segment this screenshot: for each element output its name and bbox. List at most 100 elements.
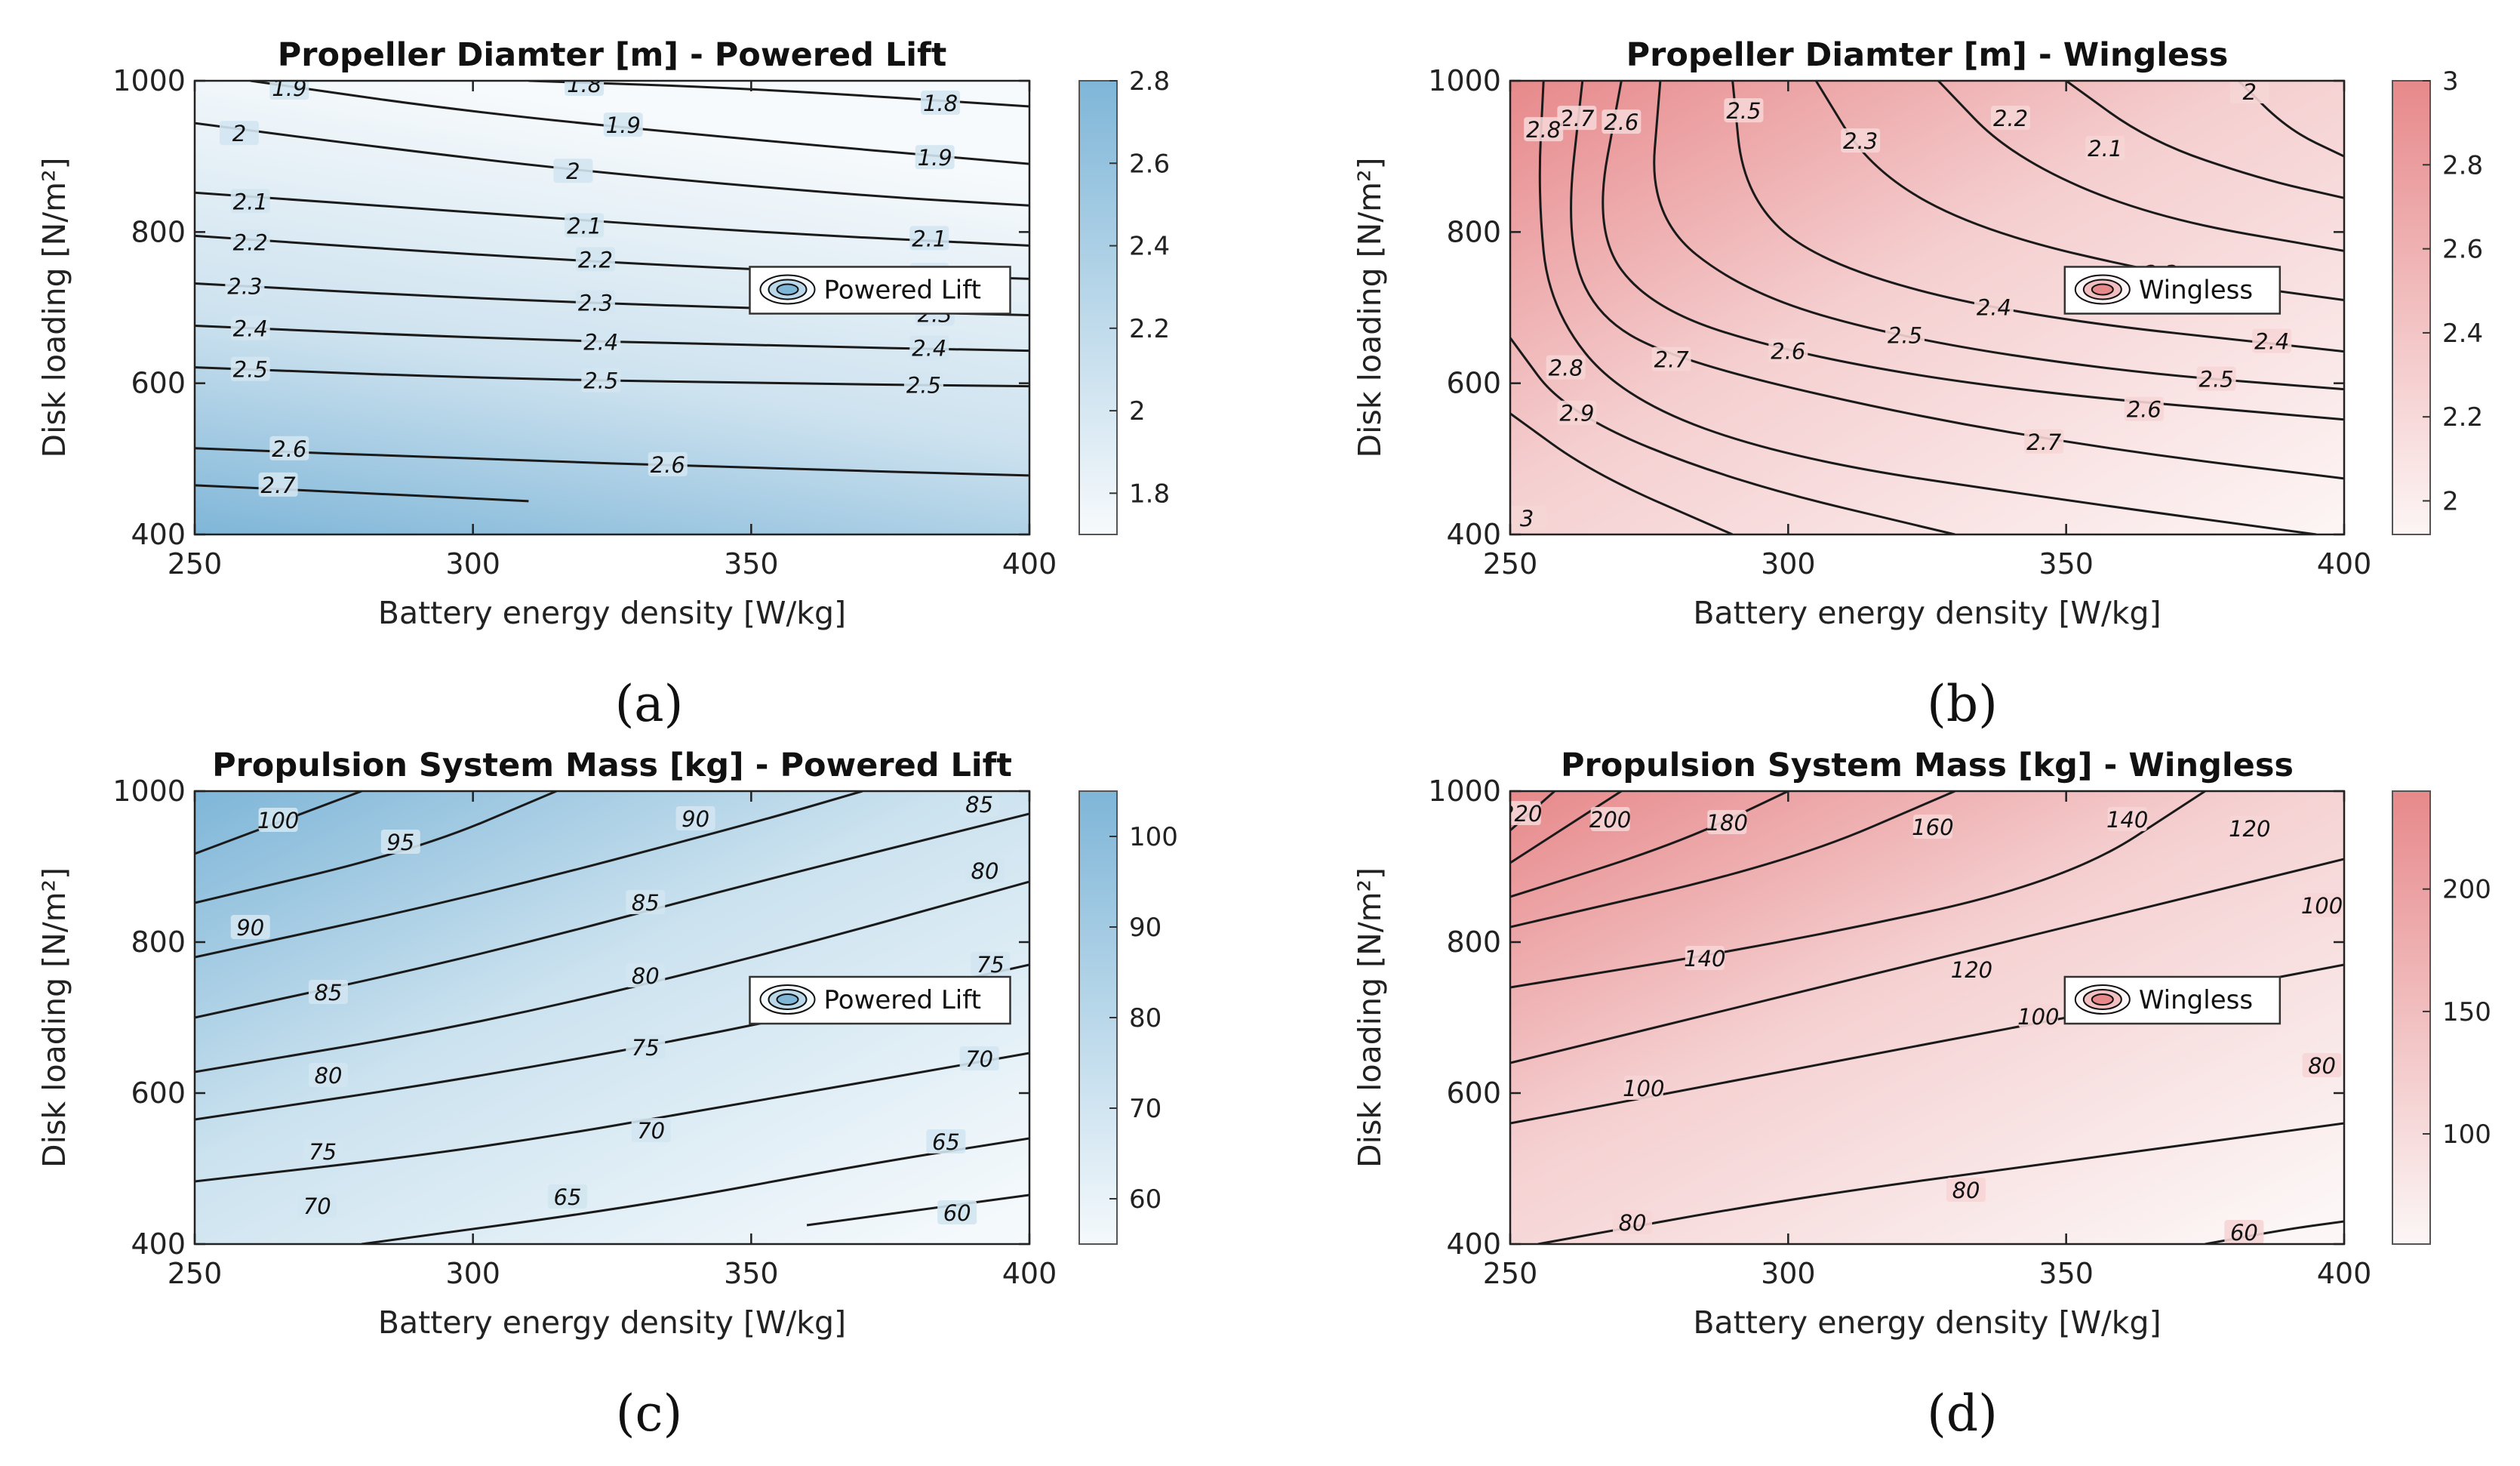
- legend-contour-icon-inner: [2091, 993, 2114, 1006]
- y-tick-label: 600: [131, 367, 186, 400]
- contour-label: 2.7: [1559, 106, 1595, 131]
- contour-label-bg: [230, 356, 270, 381]
- x-tick-label: 350: [724, 1257, 779, 1290]
- contour-label-bg: [1991, 106, 2030, 131]
- contour-label-bg: [2229, 81, 2269, 104]
- contour-label: 160: [1912, 815, 1953, 840]
- contour-label: 2.3: [227, 273, 262, 299]
- contour-label-bg: [1557, 400, 1597, 425]
- axes-frame: [1509, 79, 2346, 536]
- contour-label: 2.9: [1559, 401, 1594, 427]
- contour-label: 2: [232, 121, 246, 146]
- contour-label: 100: [2301, 893, 2343, 919]
- colorbar-tick-label: 2.8: [2442, 150, 2483, 180]
- x-tick-label: 250: [168, 1257, 223, 1290]
- contour-label-bg: [230, 229, 270, 254]
- contour-line-2.1: [2065, 81, 2344, 199]
- contour-label-bg: [648, 451, 688, 476]
- contour-label-bg: [2302, 1053, 2342, 1077]
- y-tick-label: 800: [131, 215, 186, 248]
- colorbar-tick-label: 80: [1129, 1003, 1162, 1033]
- colorbar-tick-label: 3: [2442, 66, 2459, 97]
- contour-label: 2.7: [261, 473, 297, 498]
- contour-label: 2.2: [1993, 106, 2028, 131]
- contour-line-2.2: [1937, 81, 2344, 252]
- contour-label-bg: [1613, 1210, 1653, 1234]
- contour-label-bg: [230, 189, 270, 214]
- contour-label: 80: [2308, 1053, 2336, 1079]
- contour-label: 2.8: [1526, 117, 1561, 143]
- contour-label: 85: [315, 980, 343, 1006]
- contour-label: 100: [1623, 1076, 1664, 1101]
- contour-label: 2.5: [1888, 323, 1922, 349]
- x-axis-label: Battery energy density [W/kg]: [1693, 1304, 2161, 1341]
- contour-label: 2.1: [912, 226, 946, 251]
- contour-label: 1.9: [272, 75, 306, 101]
- contour-label-bg: [2302, 893, 2342, 917]
- colorbar: [1078, 80, 1118, 535]
- contour-label-bg: [1651, 346, 1691, 371]
- contour-label: 1.9: [918, 145, 952, 171]
- legend-label: Powered Lift: [823, 275, 980, 305]
- contour-label: 2.5: [1726, 98, 1761, 124]
- contour-label-bg: [1557, 106, 1597, 131]
- contour-label-bg: [2252, 328, 2292, 353]
- colorbar-tick-label: 60: [1129, 1184, 1162, 1215]
- contour-label: 2.1: [233, 189, 268, 214]
- contour-label-bg: [1912, 815, 1952, 839]
- colorbar-tick-label: 2.4: [1129, 232, 1170, 262]
- contour-label: 80: [971, 858, 999, 884]
- contour-label-bg: [1707, 810, 1747, 834]
- contour-label: 80: [1619, 1210, 1647, 1236]
- axes-frame: [1509, 790, 2346, 1246]
- contour-label-bg: [603, 112, 643, 137]
- contour-line-80: [1537, 1122, 2344, 1244]
- colorbar-tick-label: 70: [1129, 1094, 1162, 1124]
- contour-label-bg: [2196, 366, 2236, 391]
- contour-label-bg: [308, 1063, 348, 1087]
- contour-line-2.1: [195, 191, 1029, 247]
- contour-label: 90: [236, 915, 264, 941]
- contour-label-bg: [626, 1035, 666, 1059]
- panel-1: 1.81.81.91.91.9222.12.12.12.22.22.22.32.…: [36, 36, 1170, 733]
- contour-label-bg: [915, 145, 955, 170]
- contour-label: 2.7: [2026, 430, 2062, 455]
- contour-line-1.8: [528, 81, 1029, 108]
- y-axis-label: Disk loading [N/m²]: [36, 867, 72, 1168]
- contour-label: 75: [977, 952, 1005, 978]
- contour-label-bg: [626, 890, 666, 914]
- contour-line-2.9: [1510, 337, 1955, 534]
- contour-label-bg: [581, 329, 621, 354]
- contour-label-bg: [675, 806, 715, 830]
- contour-label: 2.5: [2199, 367, 2234, 393]
- contour-label-bg: [258, 808, 298, 832]
- contour-label-bg: [269, 436, 309, 460]
- x-axis-label: Battery energy density [W/kg]: [378, 1304, 846, 1341]
- contour-label: 2.4: [2254, 329, 2289, 355]
- colorbar-tick-label: 2: [1129, 396, 1146, 427]
- x-tick-label: 400: [1002, 1257, 1057, 1290]
- contour-label-bg: [909, 226, 949, 251]
- contour-label-bg: [1974, 294, 2014, 319]
- legend-label: Wingless: [2139, 275, 2253, 305]
- contour-label-bg: [565, 81, 605, 97]
- contour-label-bg: [2107, 807, 2147, 831]
- contour-lines: 220 200 180 160 140 140 120 120 100 100 100 80 80 80 6…: [1500, 791, 2344, 1244]
- colorbar-tick-label: 2.2: [2442, 402, 2483, 433]
- contour-label: 2.6: [2127, 397, 2162, 423]
- contour-label: 2.5: [583, 368, 618, 394]
- contour-label: 120: [1951, 957, 1992, 983]
- contour-label-bg: [548, 1184, 588, 1209]
- contour-label: 2.5: [906, 373, 941, 399]
- x-tick-label: 300: [445, 547, 500, 581]
- contour-label: 2.4: [912, 336, 946, 362]
- contour-label-bg: [303, 1139, 343, 1163]
- contour-label-bg: [1768, 338, 1808, 363]
- contour-label-bg: [225, 273, 265, 298]
- contour-label: 70: [965, 1046, 993, 1072]
- colorbar-tick-label: 90: [1129, 913, 1162, 943]
- contour-label: 220: [1500, 801, 1542, 827]
- panel-4: 220 200 180 160 140 140 120 120 100 100 100 80 80 80 6…: [1352, 747, 2491, 1443]
- subfigure-label: (a): [615, 675, 684, 733]
- panel-3: 100 95 90 90 85 85 85 80 80 80 75 75 75 70 70 70 65 65 60 2…: [36, 747, 1178, 1443]
